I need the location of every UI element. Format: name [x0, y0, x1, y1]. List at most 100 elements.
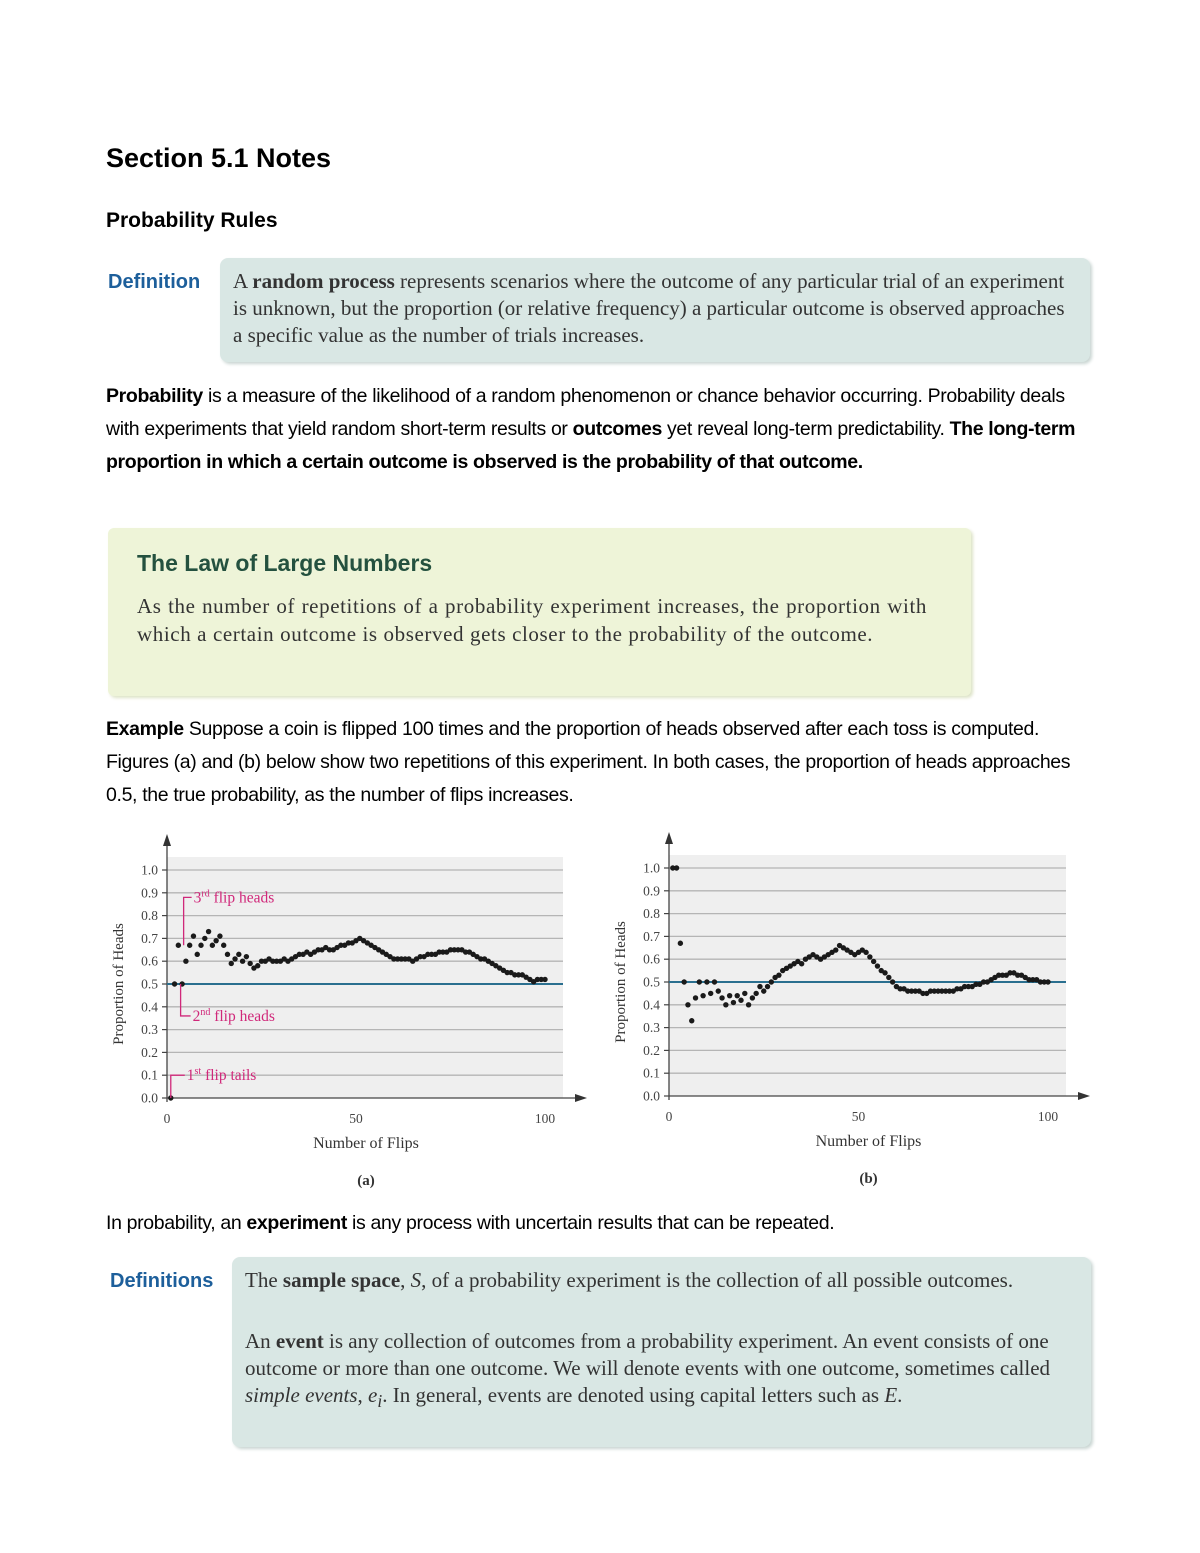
x-tick-label: 100	[1038, 1109, 1059, 1124]
data-point	[715, 988, 721, 994]
data-point	[999, 972, 1006, 978]
x-axis-label: Number of Flips	[313, 1135, 419, 1152]
symbol-i: i	[377, 1391, 383, 1412]
symbol-E: E	[884, 1383, 898, 1407]
annotation-leader-line	[170, 1074, 185, 1098]
x-axis-label: Number of Flips	[816, 1133, 922, 1150]
data-point	[1037, 979, 1044, 985]
data-point	[202, 935, 208, 942]
data-point	[905, 988, 911, 994]
data-point	[677, 940, 684, 946]
data-point	[1030, 977, 1036, 983]
y-tick-label: 0.7	[643, 929, 660, 944]
y-tick-label: 0.5	[643, 975, 660, 990]
figure-caption: (b)	[859, 1171, 877, 1187]
symbol-s: S	[410, 1268, 422, 1292]
data-point	[867, 954, 873, 960]
data-point	[345, 940, 352, 946]
term-simple-events: simple events	[245, 1383, 358, 1407]
data-point	[247, 960, 253, 967]
annotation-text: flip heads	[210, 1008, 275, 1025]
data-point	[512, 972, 518, 978]
text: A	[233, 269, 253, 293]
law-text: As the number of repetitions of a probab…	[137, 594, 927, 646]
sample-space-definition: The sample space, S, of a probability ex…	[245, 1267, 1065, 1294]
x-tick-label: 50	[852, 1109, 866, 1124]
y-tick-label: 0.1	[141, 1068, 158, 1083]
data-point	[402, 956, 408, 962]
text: yet reveal long-term predictability.	[661, 418, 950, 440]
data-point	[776, 972, 782, 978]
data-point	[670, 865, 676, 871]
y-tick-label: 0.8	[643, 906, 660, 921]
data-point	[931, 988, 937, 994]
data-point	[198, 942, 204, 948]
definitions-label: Definitions	[110, 1270, 214, 1292]
x-axis-arrow-icon	[1078, 1092, 1090, 1100]
data-point	[749, 995, 756, 1001]
text: ,	[357, 1383, 369, 1407]
data-point	[270, 958, 276, 964]
data-point	[1007, 970, 1013, 976]
data-point	[338, 942, 344, 948]
data-point	[897, 986, 903, 992]
data-point	[273, 958, 280, 964]
example-label: Example	[106, 718, 184, 740]
data-point	[719, 995, 725, 1001]
term-sample-space: sample space	[282, 1268, 401, 1292]
x-tick-label: 100	[535, 1111, 556, 1126]
data-point	[704, 979, 710, 985]
data-point	[515, 972, 522, 978]
data-point	[726, 992, 733, 999]
data-point	[394, 956, 401, 962]
text: is any process with uncertain results th…	[346, 1212, 835, 1234]
annotation-label: 1st flip tails	[187, 1066, 257, 1084]
data-point	[738, 997, 744, 1003]
data-point	[996, 972, 1002, 978]
y-tick-label: 0.2	[141, 1045, 158, 1060]
data-point	[745, 1002, 752, 1008]
definition-box: A random process represents scenarios wh…	[220, 258, 1090, 362]
plot-background	[167, 857, 563, 1098]
data-point	[757, 983, 763, 990]
text: is a measure of the likelihood of a rand…	[106, 385, 1065, 440]
data-point	[428, 951, 435, 958]
data-point	[455, 947, 461, 953]
example-paragraph: Example Suppose a coin is flipped 100 ti…	[106, 713, 1086, 812]
x-tick-label: 0	[164, 1111, 171, 1126]
data-point	[723, 1002, 729, 1008]
y-axis-label: Proportion of Heads	[613, 921, 629, 1043]
y-tick-label: 0.0	[141, 1091, 158, 1106]
data-point	[183, 958, 189, 964]
annotation-label: 2nd flip heads	[193, 1007, 275, 1025]
definitions-box: The sample space, S, of a probability ex…	[232, 1257, 1091, 1447]
y-axis-arrow-icon	[163, 834, 171, 846]
data-point	[908, 988, 915, 994]
data-point	[1041, 979, 1047, 985]
data-point	[927, 988, 934, 994]
data-point	[236, 951, 242, 958]
text: Suppose a coin is flipped 100 times and …	[106, 718, 1071, 806]
data-point	[700, 992, 706, 999]
y-tick-label: 0.3	[141, 1022, 158, 1037]
y-tick-label: 0.9	[141, 885, 158, 900]
annotation-leader-line	[179, 984, 191, 1017]
data-point	[534, 976, 541, 983]
y-tick-label: 1.0	[643, 861, 660, 876]
law-of-large-numbers-box: The Law of Large Numbers As the number o…	[108, 528, 971, 696]
y-tick-label: 1.0	[141, 863, 158, 878]
term-probability: Probability	[106, 385, 203, 407]
data-point	[734, 992, 740, 999]
text: . In general, events are denoted using c…	[382, 1383, 885, 1407]
data-point	[863, 949, 869, 956]
definition-label: Definition	[108, 271, 201, 293]
data-point	[681, 979, 687, 985]
annotation-number: 1	[187, 1067, 195, 1084]
data-point	[190, 933, 197, 939]
symbol-e: e	[368, 1383, 378, 1407]
y-tick-label: 0.6	[643, 952, 660, 967]
annotation-superscript: st	[195, 1066, 202, 1077]
data-point	[742, 990, 748, 997]
data-point	[205, 928, 212, 935]
data-point	[239, 958, 246, 964]
